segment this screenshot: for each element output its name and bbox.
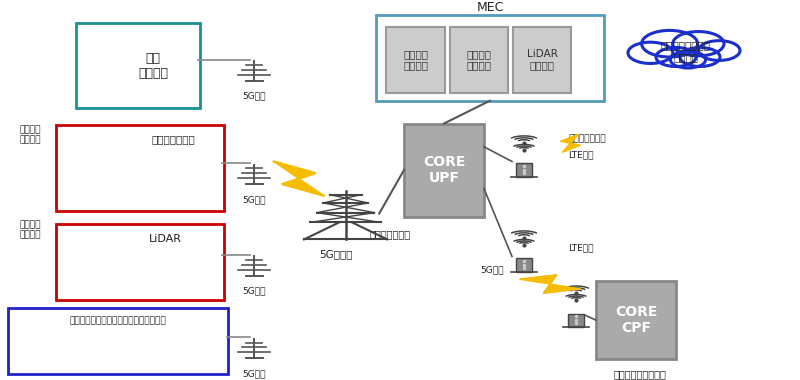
Text: LTE回線: LTE回線: [568, 243, 594, 252]
Text: センサーデータ: センサーデータ: [568, 134, 606, 143]
FancyBboxPatch shape: [56, 125, 224, 211]
Circle shape: [680, 48, 720, 66]
FancyBboxPatch shape: [404, 124, 484, 217]
Text: LiDAR
システム: LiDAR システム: [526, 49, 558, 71]
Text: 人物検知
システム: 人物検知 システム: [466, 49, 491, 71]
Circle shape: [670, 51, 706, 68]
Text: 環境
センサー: 環境 センサー: [138, 52, 168, 79]
FancyBboxPatch shape: [516, 163, 532, 177]
Text: LTE回線: LTE回線: [568, 150, 594, 160]
FancyBboxPatch shape: [568, 314, 584, 327]
Text: ユニットハウス: ユニットハウス: [369, 229, 410, 239]
FancyBboxPatch shape: [76, 23, 200, 108]
FancyBboxPatch shape: [450, 27, 508, 93]
Text: 遠隔操作
システム: 遠隔操作 システム: [403, 49, 428, 71]
Polygon shape: [520, 275, 580, 293]
Text: 5G端末: 5G端末: [242, 369, 266, 378]
Text: 5G基地局: 5G基地局: [319, 250, 353, 260]
FancyBboxPatch shape: [56, 224, 224, 300]
Text: 5G端末: 5G端末: [242, 195, 266, 204]
Text: CORE
CPF: CORE CPF: [615, 305, 657, 335]
Circle shape: [656, 48, 696, 66]
Text: LiDAR: LiDAR: [149, 234, 182, 244]
Polygon shape: [561, 135, 580, 152]
Circle shape: [628, 42, 673, 63]
Text: 遠隔操作カメラ: 遠隔操作カメラ: [152, 134, 195, 144]
Text: ウエアラブル型センサー　ガスセンサー: ウエアラブル型センサー ガスセンサー: [70, 317, 166, 326]
Circle shape: [673, 32, 724, 56]
FancyBboxPatch shape: [386, 27, 445, 93]
Text: MEC: MEC: [476, 1, 504, 14]
Text: アプリケーション
サーバー: アプリケーション サーバー: [661, 41, 710, 62]
FancyBboxPatch shape: [513, 27, 571, 93]
FancyBboxPatch shape: [516, 258, 532, 272]
Polygon shape: [274, 162, 324, 196]
Circle shape: [698, 41, 740, 60]
Text: CORE
UPF: CORE UPF: [423, 155, 465, 185]
Circle shape: [642, 30, 698, 57]
FancyBboxPatch shape: [8, 308, 228, 374]
Text: 遠隔操作
建設機械: 遠隔操作 建設機械: [20, 125, 42, 145]
Text: 東京データセンター: 東京データセンター: [614, 369, 666, 379]
Text: 5G端末: 5G端末: [242, 91, 266, 100]
Text: 5G認証: 5G認証: [481, 265, 504, 274]
Text: 遠隔操作
建設機械: 遠隔操作 建設機械: [20, 220, 42, 240]
FancyBboxPatch shape: [596, 281, 676, 359]
FancyBboxPatch shape: [376, 15, 604, 101]
Text: 5G端末: 5G端末: [242, 286, 266, 295]
